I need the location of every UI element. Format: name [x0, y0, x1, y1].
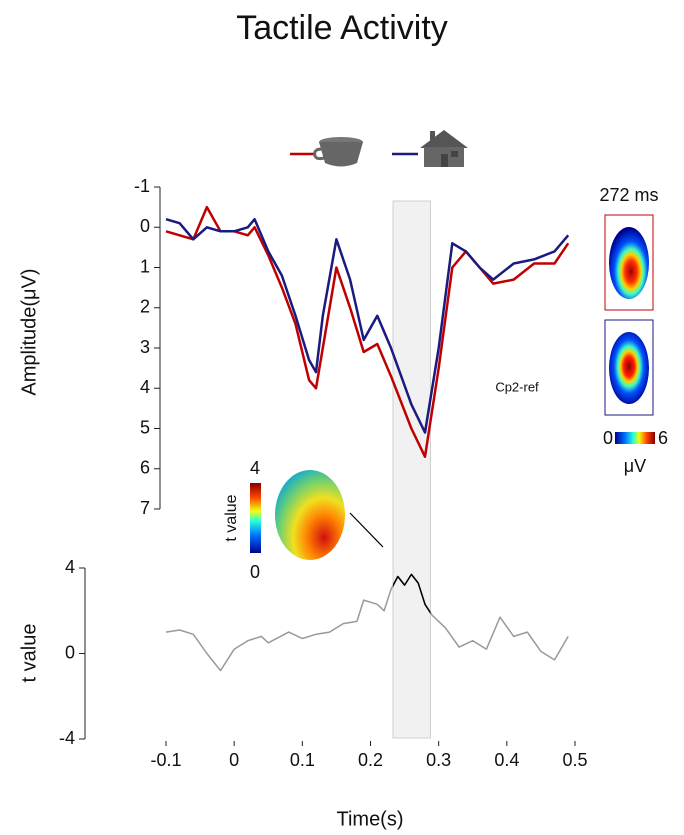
house-icon [420, 130, 468, 167]
x-tick-label: 0.4 [494, 750, 519, 770]
y-axis-label: Amplitude(μV) [18, 268, 40, 395]
channel-label: Cp2-ref [495, 379, 539, 394]
y-tick-label: 2 [140, 297, 150, 317]
series-line [165, 217, 570, 434]
colorbar-label: 4 [250, 458, 260, 478]
colorbar-label: 6 [658, 428, 668, 448]
chart-title: Tactile Activity [236, 9, 448, 47]
x-tick-label: -0.1 [150, 750, 181, 770]
colorbar [250, 483, 261, 553]
x-tick-label: 0.5 [562, 750, 587, 770]
y-tick-label: 7 [140, 498, 150, 518]
x-tick-label: 0.2 [358, 750, 383, 770]
legend [290, 130, 468, 167]
colorbar-title: t value [223, 494, 240, 541]
significant-segment [392, 573, 431, 615]
y-tick-label: 1 [140, 256, 150, 276]
y-tick-label: 4 [65, 557, 75, 577]
x-axis-label: Time(s) [336, 808, 403, 830]
y-tick-label: 0 [140, 216, 150, 236]
topomap-head [609, 332, 649, 404]
pointer-line [349, 512, 384, 548]
y-tick-label: 4 [140, 377, 150, 397]
colorbar-unit: μV [624, 456, 646, 476]
x-tick-label: 0.1 [290, 750, 315, 770]
x-tick-label: 0.3 [426, 750, 451, 770]
y-tick-label: 5 [140, 417, 150, 437]
x-tick-label: 0 [229, 750, 239, 770]
y-tick-label: 6 [140, 458, 150, 478]
y-tick-label: -1 [134, 176, 150, 196]
t-topomap [275, 470, 345, 560]
series-line [165, 573, 569, 672]
topomap-head [609, 227, 649, 299]
topomap-time: 272 ms [599, 185, 658, 205]
cup-icon [313, 137, 363, 167]
y-tick-label: -4 [59, 728, 75, 748]
colorbar-label: 0 [603, 428, 613, 448]
y-tick-label: 0 [65, 642, 75, 662]
y-axis-label: t value [18, 624, 40, 683]
colorbar-label: 0 [250, 562, 260, 582]
colorbar [615, 432, 655, 444]
highlight-window [392, 200, 431, 739]
y-tick-label: 3 [140, 337, 150, 357]
